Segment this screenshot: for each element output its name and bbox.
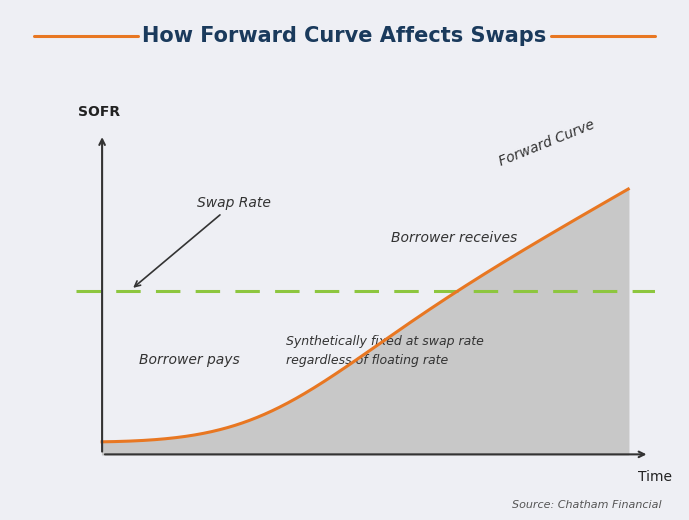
Text: Borrower pays: Borrower pays	[139, 353, 240, 367]
Text: How Forward Curve Affects Swaps: How Forward Curve Affects Swaps	[143, 27, 546, 46]
Text: Source: Chatham Financial: Source: Chatham Financial	[512, 500, 661, 510]
Text: Forward Curve: Forward Curve	[497, 118, 597, 169]
Text: SOFR: SOFR	[79, 105, 121, 119]
Text: Borrower receives: Borrower receives	[391, 231, 517, 245]
Text: Swap Rate: Swap Rate	[134, 197, 271, 287]
Text: Time: Time	[637, 470, 672, 484]
Text: Synthetically fixed at swap rate
regardless of floating rate: Synthetically fixed at swap rate regardl…	[286, 335, 484, 367]
